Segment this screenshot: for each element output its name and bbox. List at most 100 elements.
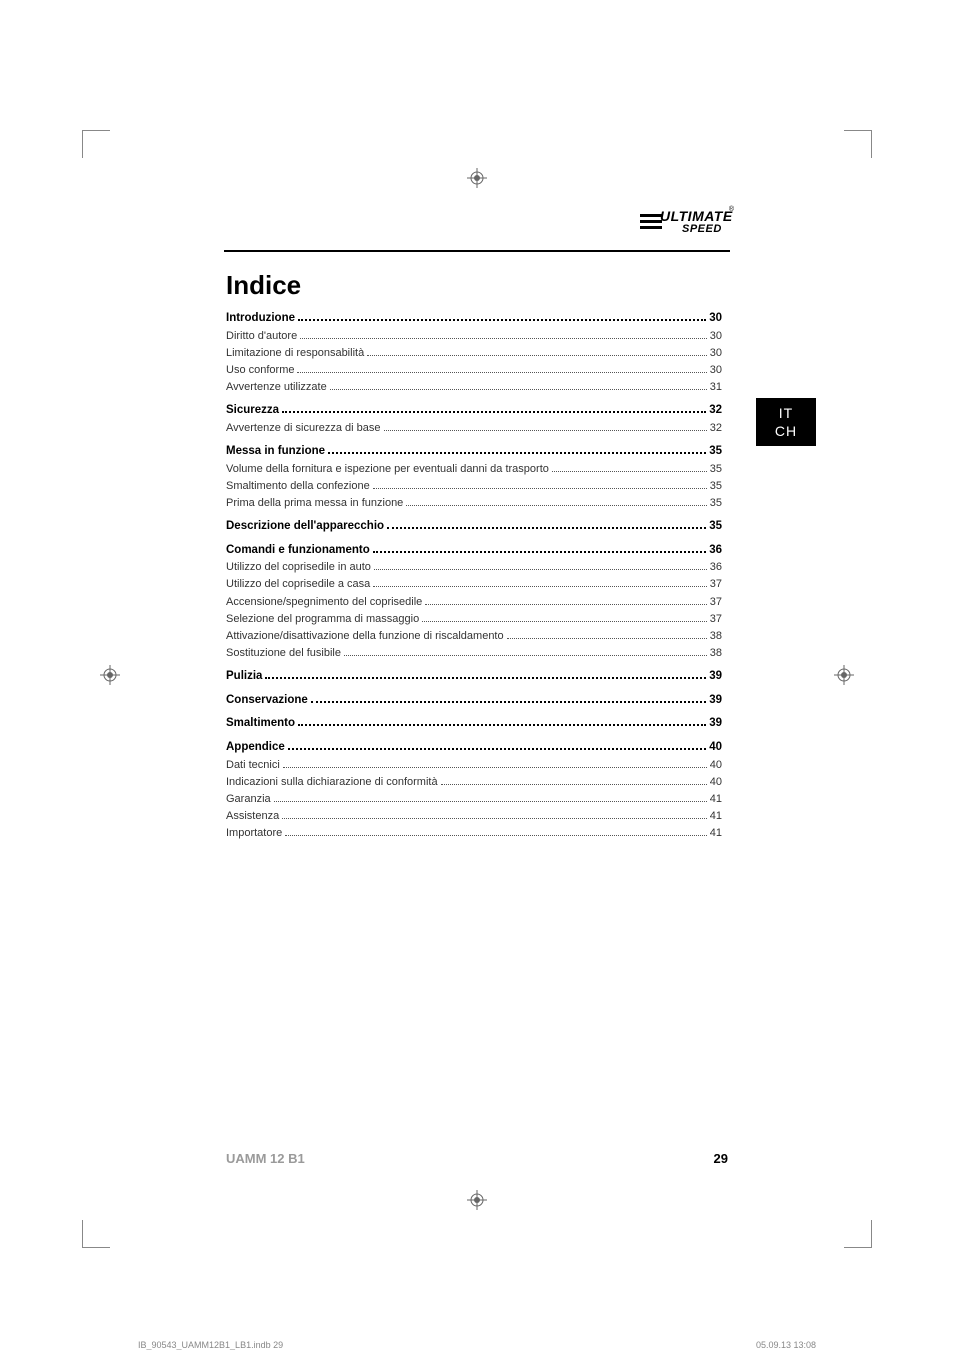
brand-line2: SPEED [682, 223, 722, 235]
toc-leader-dots [297, 365, 706, 373]
toc-page: 35 [709, 518, 722, 536]
toc-row: Diritto d'autore 30 [226, 328, 722, 345]
toc-leader-dots [311, 694, 706, 702]
toc-label: Smaltimento della confezione [226, 478, 370, 495]
toc-leader-dots [425, 597, 706, 605]
toc-row: Appendice40 [226, 739, 722, 757]
toc-page: 35 [710, 478, 722, 495]
toc-row: Sicurezza32 [226, 402, 722, 420]
toc-label: Importatore [226, 825, 282, 842]
toc-page: 40 [710, 757, 722, 774]
toc-label: Selezione del programma di massaggio [226, 611, 419, 628]
toc-label: Attivazione/disattivazione della funzion… [226, 628, 504, 645]
toc-label: Sostituzione del fusibile [226, 645, 341, 662]
toc-leader-dots [384, 423, 707, 431]
toc-label: Avvertenze utilizzate [226, 379, 327, 396]
toc-page: 39 [709, 715, 722, 733]
toc-row: Conservazione39 [226, 692, 722, 710]
toc-leader-dots [285, 828, 707, 836]
toc-page: 30 [710, 362, 722, 379]
toc-row: Sostituzione del fusibile 38 [226, 645, 722, 662]
toc-page: 36 [710, 559, 722, 576]
toc-row: Indicazioni sulla dichiarazione di confo… [226, 774, 722, 791]
toc-label: Smaltimento [226, 715, 295, 733]
toc-leader-dots [373, 545, 706, 553]
horizontal-rule [224, 250, 730, 252]
toc-leader-dots [298, 718, 706, 726]
toc-row: Avvertenze di sicurezza di base32 [226, 420, 722, 437]
toc-page: 32 [710, 420, 722, 437]
page-title: Indice [226, 270, 301, 301]
toc-label: Messa in funzione [226, 443, 325, 461]
toc-label: Sicurezza [226, 402, 279, 420]
toc-leader-dots [282, 811, 707, 819]
toc-row: Volume della fornitura e ispezione per e… [226, 461, 722, 478]
crop-mark-tl [82, 130, 110, 158]
toc-page: 41 [710, 791, 722, 808]
toc-page: 37 [710, 611, 722, 628]
toc-page: 37 [710, 576, 722, 593]
page: ULTIMATE ® SPEED Indice Introduzione30Di… [0, 0, 954, 1350]
toc-leader-dots [344, 648, 707, 656]
crop-mark-br [844, 1220, 872, 1248]
language-tab-line2: CH [756, 422, 816, 440]
toc-leader-dots [265, 671, 706, 679]
toc-leader-dots [387, 521, 706, 529]
toc-label: Uso conforme [226, 362, 294, 379]
toc-label: Prima della prima messa in funzione [226, 495, 403, 512]
registration-mark-right [834, 665, 854, 685]
toc-label: Descrizione dell'apparecchio [226, 518, 384, 536]
toc-page: 41 [710, 808, 722, 825]
toc-row: Prima della prima messa in funzione 35 [226, 495, 722, 512]
toc-row: Uso conforme 30 [226, 362, 722, 379]
toc-label: Indicazioni sulla dichiarazione di confo… [226, 774, 438, 791]
toc-label: Pulizia [226, 668, 262, 686]
toc-page: 40 [710, 774, 722, 791]
toc-page: 40 [709, 739, 722, 757]
crop-mark-tr [844, 130, 872, 158]
footer: UAMM 12 B1 29 [226, 1151, 728, 1166]
toc-row: Smaltimento della confezione 35 [226, 478, 722, 495]
toc-page: 39 [709, 692, 722, 710]
toc-leader-dots [330, 382, 707, 390]
footer-page-number: 29 [714, 1151, 728, 1166]
toc-leader-dots [274, 794, 707, 802]
toc-label: Diritto d'autore [226, 328, 297, 345]
toc-page: 39 [709, 668, 722, 686]
toc-row: Assistenza41 [226, 808, 722, 825]
toc-row: Limitazione di responsabilità30 [226, 345, 722, 362]
toc-row: Introduzione 30 [226, 310, 722, 328]
toc-label: Volume della fornitura e ispezione per e… [226, 461, 549, 478]
toc-row: Garanzia41 [226, 791, 722, 808]
toc-row: Smaltimento 39 [226, 715, 722, 733]
table-of-contents: Introduzione30Diritto d'autore30Limitazi… [226, 310, 722, 842]
toc-label: Limitazione di responsabilità [226, 345, 364, 362]
toc-page: 30 [710, 328, 722, 345]
toc-leader-dots [300, 331, 707, 339]
toc-page: 38 [710, 645, 722, 662]
toc-row: Utilizzo del coprisedile a casa37 [226, 576, 722, 593]
toc-label: Accensione/spegnimento del coprisedile [226, 594, 422, 611]
slug-right: 05.09.13 13:08 [756, 1340, 816, 1350]
print-slug: IB_90543_UAMM12B1_LB1.indb 29 05.09.13 1… [138, 1340, 816, 1350]
toc-leader-dots [373, 580, 706, 588]
toc-row: Accensione/spegnimento del coprisedile37 [226, 594, 722, 611]
toc-leader-dots [298, 313, 706, 321]
toc-page: 35 [709, 443, 722, 461]
toc-page: 41 [710, 825, 722, 842]
toc-label: Introduzione [226, 310, 295, 328]
toc-leader-dots [552, 464, 707, 472]
toc-page: 35 [710, 495, 722, 512]
toc-page: 30 [709, 310, 722, 328]
toc-leader-dots [288, 742, 706, 750]
brand-registered: ® [729, 206, 734, 213]
brand-logo: ULTIMATE ® SPEED [640, 208, 728, 242]
toc-page: 38 [710, 628, 722, 645]
toc-leader-dots [406, 498, 706, 506]
slug-left: IB_90543_UAMM12B1_LB1.indb 29 [138, 1340, 283, 1350]
toc-row: Messa in funzione 35 [226, 443, 722, 461]
toc-row: Attivazione/disattivazione della funzion… [226, 628, 722, 645]
toc-label: Dati tecnici [226, 757, 280, 774]
toc-row: Importatore 41 [226, 825, 722, 842]
crop-mark-bl [82, 1220, 110, 1248]
